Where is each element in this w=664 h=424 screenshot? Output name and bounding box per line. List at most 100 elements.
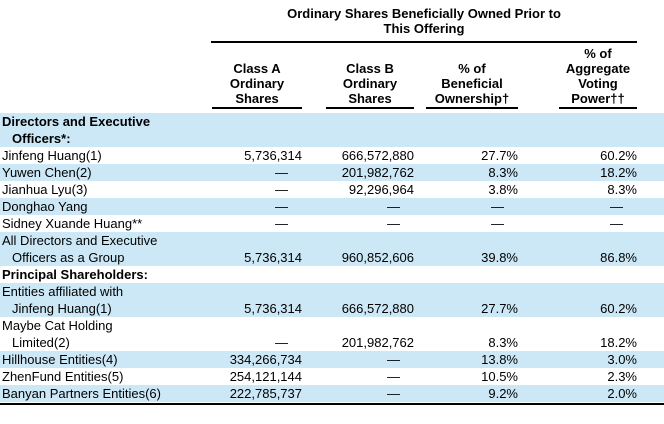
em-dash-value: — xyxy=(275,165,288,180)
voting-power-value: — xyxy=(518,215,637,232)
class-a-shares-value: 254,121,144 xyxy=(229,369,302,384)
beneficial-ownership-value: — xyxy=(414,198,518,215)
table-row: All Directors and Executive Officers as a… xyxy=(0,232,664,266)
header-spanner-rule xyxy=(211,41,637,43)
table-row: Maybe Cat Holding Limited(2) — 201,982,76… xyxy=(0,317,664,351)
class-a-shares-value: 5,736,314 xyxy=(244,301,302,316)
voting-power-value: 18.2% xyxy=(600,335,637,350)
shareholder-name-line: Banyan Partners Entities(6) xyxy=(2,386,161,401)
table-row: Banyan Partners Entities(6) 222,785,737 … xyxy=(0,385,664,402)
shareholder-name: Donghao Yang xyxy=(0,198,212,215)
em-dash-value: — xyxy=(275,199,288,214)
column-header-row: Class A Ordinary Shares Class B Ordinary Sha… xyxy=(0,46,664,109)
voting-power-value: 60.2% xyxy=(600,301,637,316)
column-header-line: Beneficial xyxy=(441,76,503,91)
table-row: Hillhouse Entities(4) 334,266,734 — 13.8… xyxy=(0,351,664,368)
beneficial-ownership-value: 8.3% xyxy=(488,335,518,350)
voting-power-value: 3.0% xyxy=(607,352,637,367)
class-a-shares-value: — xyxy=(212,164,302,181)
class-b-shares-value: 201,982,762 xyxy=(341,335,414,350)
beneficial-ownership-value: 9.2% xyxy=(488,386,518,401)
beneficial-ownership-value: 8.3% xyxy=(488,165,518,180)
shareholder-name-line: Sidney Xuande Huang** xyxy=(2,216,143,231)
em-dash-value: — xyxy=(275,335,288,350)
table-row: Entities affiliated with Jinfeng Huang(1)… xyxy=(0,283,664,317)
column-header-class-a-shares: Class A Ordinary Shares xyxy=(212,61,302,109)
class-b-shares-value: 666,572,880 xyxy=(341,301,414,316)
class-a-shares-value: — xyxy=(212,181,302,198)
em-dash-value: — xyxy=(491,216,504,231)
shareholder-name-line: Jinfeng Huang(1) xyxy=(12,301,112,316)
class-b-shares-value: — xyxy=(302,351,414,368)
table-row: Yuwen Chen(2) — 201,982,762 8.3% 18.2% xyxy=(0,164,664,181)
column-header-voting-power: % of Aggregate Voting Power†† xyxy=(559,46,637,109)
voting-power-value: 2.3% xyxy=(607,369,637,384)
shareholder-name-line: Limited(2) xyxy=(12,335,70,350)
beneficial-ownership-value: 27.7% xyxy=(481,301,518,316)
shareholder-name-line: Entities affiliated with xyxy=(2,284,124,299)
voting-power-value: 2.0% xyxy=(607,386,637,401)
column-header-line: Class A xyxy=(233,61,281,76)
em-dash-value: — xyxy=(387,352,400,367)
column-header-line: Ordinary xyxy=(229,76,285,91)
shareholder-name-line: Directors and Executive xyxy=(2,114,151,129)
class-b-shares-value: 92,296,964 xyxy=(348,182,414,197)
class-b-shares-value: 666,572,880 xyxy=(341,148,414,163)
table-row: Jianhua Lyu(3) — 92,296,964 3.8% 8.3% xyxy=(0,181,664,198)
column-header-line: Shares xyxy=(235,91,279,106)
shareholder-name: Banyan Partners Entities(6) xyxy=(0,385,212,402)
table-body: Directors and Executive Officers*: Jinfen… xyxy=(0,113,664,402)
beneficial-ownership-value: 27.7% xyxy=(481,148,518,163)
shareholder-name: Yuwen Chen(2) xyxy=(0,164,212,181)
column-header-line: Ordinary xyxy=(342,76,398,91)
class-a-shares-value: 5,736,314 xyxy=(244,250,302,265)
shareholder-name-line: Officers as a Group xyxy=(12,250,125,265)
table-row: Sidney Xuande Huang** — — — — xyxy=(0,215,664,232)
shareholder-name-line: Jianhua Lyu(3) xyxy=(2,182,88,197)
em-dash-value: — xyxy=(610,216,623,231)
class-a-shares-value: 334,266,734 xyxy=(229,352,302,367)
voting-power-value: — xyxy=(518,198,637,215)
beneficial-ownership-value: 10.5% xyxy=(481,369,518,384)
class-a-shares-value: — xyxy=(212,334,302,351)
beneficial-ownership-value: — xyxy=(414,215,518,232)
shareholder-name: Jianhua Lyu(3) xyxy=(0,181,212,198)
shareholder-name: All Directors and Executive Officers as a… xyxy=(0,232,212,266)
class-a-shares-value: — xyxy=(212,215,302,232)
column-header-line: Voting xyxy=(578,76,618,91)
shareholder-name-line: Principal Shareholders: xyxy=(2,267,148,282)
column-header-line: % of xyxy=(458,61,486,76)
em-dash-value: — xyxy=(387,199,400,214)
shareholder-name-line: Yuwen Chen(2) xyxy=(2,165,92,180)
shareholder-name: Principal Shareholders: xyxy=(0,266,212,283)
shareholder-name-line: All Directors and Executive xyxy=(2,233,158,248)
shareholder-name: Hillhouse Entities(4) xyxy=(0,351,212,368)
table-title-line1: Ordinary Shares Beneficially Owned Prior… xyxy=(287,6,561,21)
table-row: ZhenFund Entities(5) 254,121,144 — 10.5%… xyxy=(0,368,664,385)
em-dash-value: — xyxy=(491,199,504,214)
shareholder-name: ZhenFund Entities(5) xyxy=(0,368,212,385)
shareholder-name-line: Donghao Yang xyxy=(2,199,88,214)
class-a-shares-value: 5,736,314 xyxy=(244,148,302,163)
column-header-line: Aggregate xyxy=(565,61,631,76)
shareholder-name: Directors and Executive Officers*: xyxy=(0,113,212,147)
beneficial-ownership-value: 39.8% xyxy=(481,250,518,265)
shareholder-name-line: Officers*: xyxy=(12,131,71,146)
column-header-line: Ownership† xyxy=(434,91,510,106)
table-title: Ordinary Shares Beneficially Owned Prior… xyxy=(211,0,637,36)
voting-power-value: 8.3% xyxy=(607,182,637,197)
column-header-class-b-shares: Class B Ordinary Shares xyxy=(326,61,414,109)
table-row: Principal Shareholders: xyxy=(0,266,664,283)
shareholder-name-line: Jinfeng Huang(1) xyxy=(2,148,102,163)
shareholder-name-line: ZhenFund Entities(5) xyxy=(2,369,124,384)
table-row: Directors and Executive Officers*: xyxy=(0,113,664,147)
table-bottom-rule xyxy=(0,403,664,405)
column-header-beneficial-ownership: % of Beneficial Ownership† xyxy=(426,61,518,109)
shareholder-name: Entities affiliated with Jinfeng Huang(1) xyxy=(0,283,212,317)
column-header-line: Class B xyxy=(346,61,394,76)
class-b-shares-value: — xyxy=(302,385,414,402)
shareholder-name: Sidney Xuande Huang** xyxy=(0,215,212,232)
column-header-line: Power†† xyxy=(571,91,625,106)
column-header-line: Shares xyxy=(348,91,392,106)
